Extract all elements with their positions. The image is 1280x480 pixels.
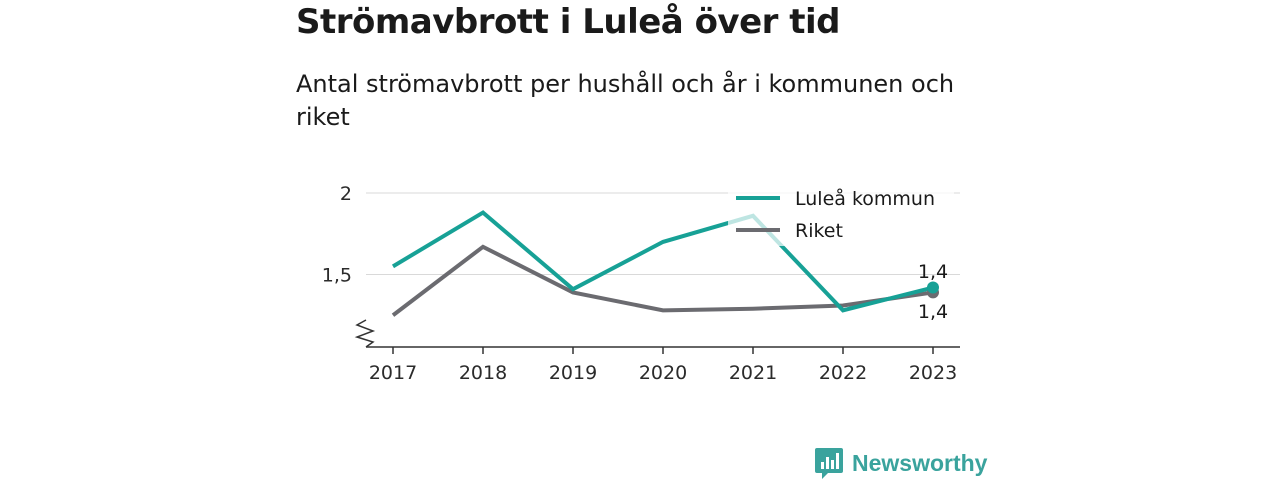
chart-title: Strömavbrott i Luleå över tid bbox=[296, 2, 841, 42]
line-chart: 2 1,5 2017 2018 2019 2020 2021 2022 2023 Luleå k… bbox=[321, 180, 960, 384]
end-value-label: 1,4 bbox=[918, 261, 948, 283]
x-tick-label: 2019 bbox=[549, 362, 597, 384]
x-tick-label: 2023 bbox=[909, 362, 957, 384]
legend-label: Luleå kommun bbox=[795, 187, 935, 210]
legend-background bbox=[728, 180, 954, 246]
y-tick-label: 2 bbox=[340, 183, 352, 205]
legend-label: Riket bbox=[795, 220, 843, 242]
x-tick-label: 2021 bbox=[729, 362, 777, 384]
chart-bars-icon bbox=[815, 448, 843, 479]
x-tick-label: 2018 bbox=[459, 362, 507, 384]
brand-name: Newsworthy bbox=[852, 449, 988, 476]
x-tick-label: 2022 bbox=[819, 362, 867, 384]
series-line bbox=[391, 244, 934, 317]
end-point bbox=[927, 281, 939, 294]
y-tick-label: 1,5 bbox=[322, 265, 352, 287]
x-tick-label: 2020 bbox=[639, 362, 687, 384]
chart-subtitle: Antal strömavbrott per hushåll och år i … bbox=[296, 70, 955, 131]
series-line bbox=[391, 210, 934, 313]
x-tick-label: 2017 bbox=[369, 362, 417, 384]
end-value-label: 1,4 bbox=[918, 301, 948, 323]
axis-break-icon bbox=[354, 319, 376, 348]
newsworthy-logo: Newsworthy bbox=[814, 446, 987, 480]
